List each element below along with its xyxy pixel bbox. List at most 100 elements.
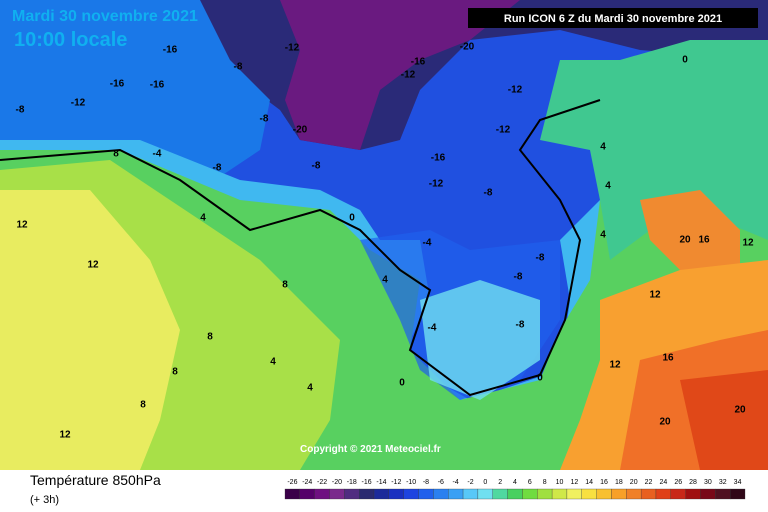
contour-label: -8	[16, 105, 25, 116]
legend-label: 34	[734, 479, 742, 486]
legend-swatch	[314, 488, 330, 500]
legend-label: -12	[391, 479, 401, 486]
legend-label: 22	[645, 479, 653, 486]
contour-label: 0	[399, 378, 405, 389]
copyright: Copyright © 2021 Meteociel.fr	[300, 444, 441, 455]
legend-label: -26	[287, 479, 297, 486]
legend: -26 -24 -22 -20 -18 -16 -14 -12 -10 -8 -6 -4 -2 0 2 4 6 8…	[284, 479, 746, 500]
legend-label: 20	[630, 479, 638, 486]
contour-label: 12	[742, 238, 754, 249]
contour-label: -8	[260, 114, 269, 125]
contour-label: -20	[460, 42, 475, 53]
legend-swatch	[581, 488, 597, 500]
legend-label: 30	[704, 479, 712, 486]
legend-label: 2	[498, 479, 502, 486]
contour-label: -8	[484, 188, 493, 199]
legend-label: 18	[615, 479, 623, 486]
legend-label: 10	[556, 479, 564, 486]
contour-label: 8	[140, 400, 146, 411]
legend-swatch	[537, 488, 553, 500]
contour-label: -12	[429, 179, 444, 190]
legend-swatch	[373, 488, 390, 500]
contour-label: 12	[16, 220, 28, 231]
date: Mardi 30 novembre 2021	[12, 8, 198, 25]
contour-label: -12	[496, 125, 511, 136]
legend-swatch	[611, 488, 627, 500]
contour-label: -8	[536, 253, 545, 264]
legend-swatch	[359, 488, 375, 500]
legend-swatch	[730, 488, 746, 500]
contour-label: -16	[163, 45, 178, 56]
contour-label: 20	[659, 417, 671, 428]
legend-swatch	[640, 488, 657, 500]
contour-label: -8	[514, 272, 523, 283]
legend-label: -16	[362, 479, 372, 486]
legend-label: 12	[570, 479, 578, 486]
legend-label: 28	[689, 479, 697, 486]
legend-label: 14	[585, 479, 593, 486]
contour-label: 0	[682, 55, 688, 66]
legend-label: -24	[302, 479, 312, 486]
run-box	[468, 8, 758, 28]
contour-label: 16	[662, 353, 674, 364]
legend-swatch	[700, 488, 716, 500]
legend-label: -14	[376, 479, 386, 486]
legend-label: 24	[659, 479, 667, 486]
legend-swatch	[418, 488, 434, 500]
contour-label: -12	[401, 70, 416, 81]
legend-label: -4	[453, 479, 459, 486]
legend-swatch	[329, 488, 345, 500]
legend-label: 0	[483, 479, 487, 486]
legend-label: 32	[719, 479, 727, 486]
contour-label: -12	[285, 43, 300, 54]
contour-label: -16	[110, 79, 125, 90]
legend-swatch	[448, 488, 464, 500]
contour-label: 20	[679, 235, 691, 246]
legend-label: -8	[423, 479, 429, 486]
contour-label: -16	[431, 153, 446, 164]
contour-label: 8	[282, 280, 288, 291]
legend-swatch	[403, 488, 419, 500]
contour-label: 12	[87, 260, 99, 271]
contour-label: 0	[537, 373, 543, 384]
contour-label: -4	[153, 149, 162, 160]
legend-swatch	[551, 488, 568, 500]
legend-label: 26	[674, 479, 682, 486]
contour-label: 16	[698, 235, 710, 246]
legend-swatch	[670, 488, 686, 500]
legend-label: 8	[543, 479, 547, 486]
contour-label: 4	[600, 230, 606, 241]
contour-label: -16	[150, 80, 165, 91]
contour-label: 4	[605, 181, 611, 192]
contour-label: 4	[200, 213, 206, 224]
contour-label: 4	[600, 142, 606, 153]
footer-step: (+ 3h)	[30, 494, 59, 506]
legend-label: 16	[600, 479, 608, 486]
legend-label: -18	[347, 479, 357, 486]
legend-label: -10	[406, 479, 416, 486]
legend-swatch	[566, 488, 582, 500]
contour-label: 8	[207, 332, 213, 343]
contour-label: 4	[270, 357, 276, 368]
legend-label: -2	[467, 479, 473, 486]
contour-label: -8	[234, 62, 243, 73]
contour-label: 12	[649, 290, 661, 301]
legend-swatch	[284, 488, 300, 500]
contour-label: 0	[349, 213, 355, 224]
legend-swatch	[462, 488, 479, 500]
run: Run ICON 6 Z du Mardi 30 novembre 2021	[504, 13, 722, 25]
legend-swatch	[433, 488, 449, 500]
temperature-field	[0, 0, 768, 470]
legend-swatch	[626, 488, 642, 500]
contour-label: 12	[609, 360, 621, 371]
contour-label: -8	[516, 320, 525, 331]
contour-label: 20	[734, 405, 746, 416]
legend-swatch	[596, 488, 612, 500]
legend-swatch	[685, 488, 701, 500]
legend-label: 4	[513, 479, 517, 486]
contour-label: 8	[172, 367, 178, 378]
legend-swatch	[477, 488, 493, 500]
legend-swatch	[507, 488, 523, 500]
